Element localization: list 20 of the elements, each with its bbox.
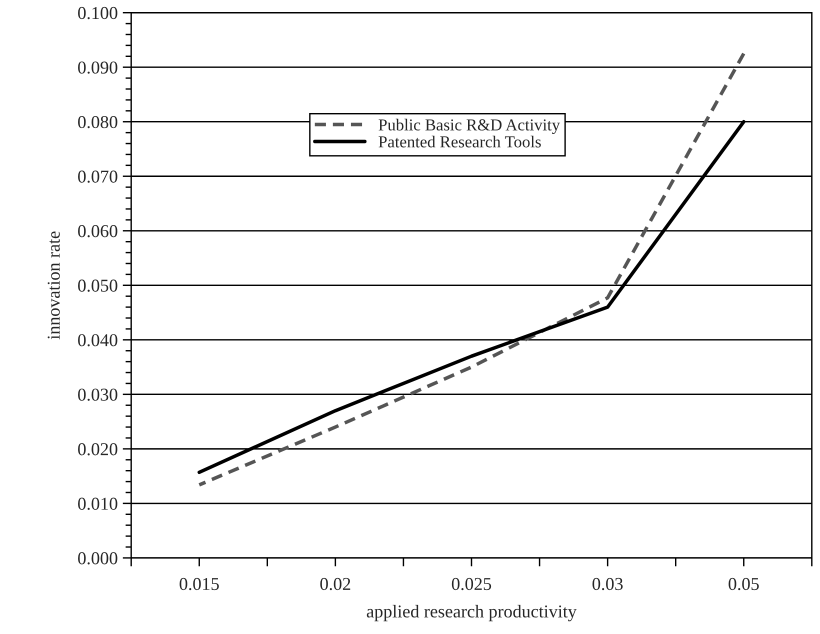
y-tick-label: 0.090 xyxy=(78,61,118,74)
y-tick-label: 0.060 xyxy=(78,225,118,238)
y-tick-label: 0.100 xyxy=(78,6,118,20)
y-tick-label: 0.010 xyxy=(78,498,118,510)
y-axis-title: innovation rate xyxy=(48,232,60,340)
y-tick-label: 0.040 xyxy=(78,334,118,346)
y-tick-label: 0.050 xyxy=(78,280,118,292)
x-axis-title: applied research productivity xyxy=(366,604,577,622)
legend-label: Patented Research Tools xyxy=(378,136,541,148)
x-tick-label: 0.025 xyxy=(452,578,492,590)
x-tick-label: 0.015 xyxy=(180,578,219,590)
y-tick-label: 0.070 xyxy=(78,170,118,183)
x-tick-label: 0.05 xyxy=(728,578,759,590)
y-tick-label: 0.000 xyxy=(78,552,118,564)
y-tick-label: 0.030 xyxy=(78,388,118,401)
y-tick-label: 0.020 xyxy=(78,443,118,456)
y-tick-label: 0.080 xyxy=(78,116,118,128)
x-tick-label: 0.02 xyxy=(320,578,350,590)
legend-label: Public Basic R&D Activity xyxy=(378,118,560,134)
x-tick-label: 0.03 xyxy=(592,578,623,590)
